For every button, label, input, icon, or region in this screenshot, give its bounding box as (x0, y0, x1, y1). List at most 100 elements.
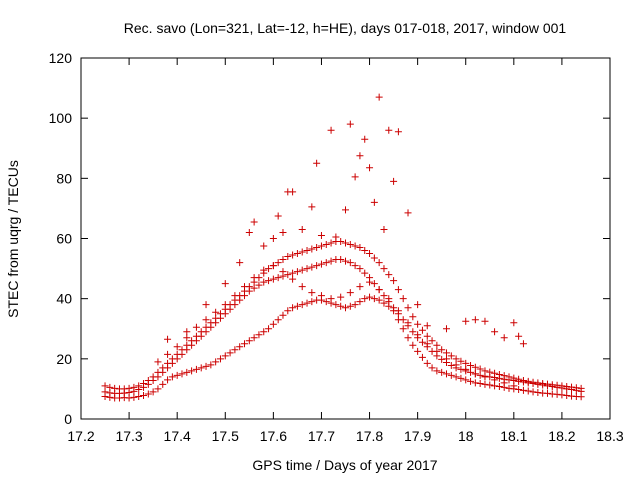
data-point (380, 225, 388, 233)
data-point (313, 244, 321, 252)
data-point (164, 359, 172, 367)
x-tick-label: 17.8 (356, 428, 383, 444)
data-point (519, 340, 527, 348)
data-point (539, 380, 547, 388)
data-point (361, 247, 369, 255)
data-point (457, 374, 465, 382)
data-point (418, 338, 426, 346)
y-tick-label: 80 (56, 170, 72, 186)
data-point (164, 350, 172, 358)
y-tick-label: 100 (49, 110, 73, 126)
data-point (284, 253, 292, 261)
data-point (361, 269, 369, 277)
data-point (260, 242, 268, 250)
data-point (269, 235, 277, 242)
data-point (394, 307, 402, 315)
x-tick-label: 17.4 (164, 428, 191, 444)
data-point (356, 298, 364, 306)
data-point (164, 335, 172, 343)
data-point (370, 280, 378, 288)
data-point (298, 283, 306, 291)
data-point (154, 385, 162, 393)
data-point (462, 376, 470, 384)
data-point (524, 387, 532, 395)
data-point (346, 241, 354, 249)
data-point (510, 374, 518, 382)
data-point (558, 382, 566, 390)
data-point (442, 370, 450, 378)
data-point (481, 367, 489, 375)
data-point (399, 295, 407, 303)
data-point (216, 355, 224, 363)
data-point (375, 93, 383, 101)
data-point (548, 381, 556, 389)
data-point (428, 364, 436, 372)
data-point (327, 257, 335, 265)
data-point (342, 304, 349, 312)
x-tick-label: 18.2 (548, 428, 575, 444)
data-point (452, 361, 460, 369)
data-point (342, 206, 349, 214)
data-point (279, 311, 287, 319)
data-point (351, 173, 359, 181)
data-point (486, 381, 494, 389)
data-point (317, 231, 325, 239)
y-axis: 0 20 40 60 80 100 120 (49, 50, 610, 427)
data-point (317, 242, 325, 250)
data-point (491, 369, 499, 377)
data-point (289, 269, 297, 277)
data-point (563, 392, 571, 400)
data-point (154, 368, 162, 376)
data-point (327, 295, 335, 303)
data-point (366, 250, 374, 258)
data-point (274, 274, 282, 282)
data-point (380, 265, 388, 273)
data-point (491, 376, 499, 384)
data-point (284, 307, 292, 315)
data-point (452, 355, 460, 363)
data-point (447, 371, 455, 379)
data-point (399, 316, 407, 324)
data-point (457, 357, 465, 365)
data-point (423, 340, 431, 348)
data-point (409, 313, 417, 321)
data-point (289, 304, 297, 312)
data-point (481, 373, 489, 381)
data-point (327, 239, 335, 247)
data-point (366, 164, 374, 172)
data-point (447, 361, 455, 369)
data-point (250, 284, 258, 292)
data-point (140, 392, 148, 400)
data-point (212, 358, 220, 366)
x-tick-label: 17.9 (404, 428, 431, 444)
data-point (308, 245, 316, 253)
data-point (543, 380, 551, 388)
data-point (279, 268, 287, 276)
data-point (361, 295, 369, 303)
data-point (192, 332, 200, 340)
data-point (399, 325, 407, 333)
x-tick-label: 17.6 (260, 428, 287, 444)
data-point (279, 256, 287, 264)
data-point (404, 319, 412, 327)
data-point (476, 365, 484, 373)
data-point (245, 228, 253, 236)
data-point (202, 362, 210, 370)
data-point (192, 365, 200, 373)
data-point (327, 126, 335, 134)
data-point (438, 346, 446, 354)
data-point (197, 364, 205, 372)
data-point (178, 370, 186, 378)
data-point (245, 337, 253, 345)
data-point (390, 304, 398, 312)
data-point (442, 349, 450, 357)
data-point (289, 188, 297, 196)
data-point (260, 266, 268, 274)
data-point (462, 365, 470, 373)
data-point (216, 310, 224, 318)
data-point (322, 298, 330, 306)
data-point (111, 384, 119, 392)
data-point (428, 337, 436, 345)
data-point (481, 380, 489, 388)
data-point (471, 379, 479, 387)
